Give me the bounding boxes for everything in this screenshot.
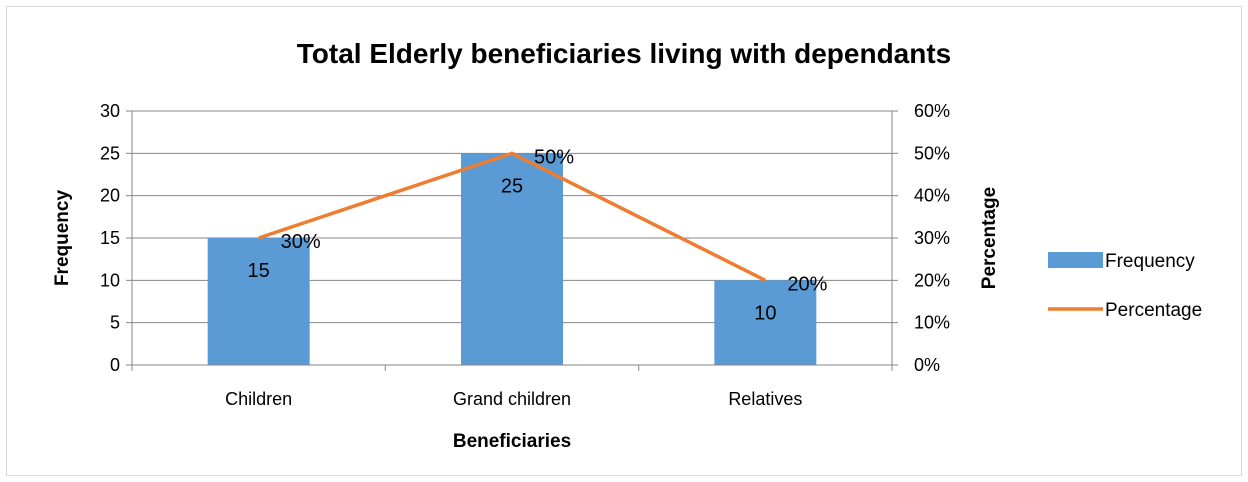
bar [714, 280, 817, 365]
axes [126, 110, 898, 371]
line-data-label: 20% [787, 273, 827, 295]
tick-labels: 0 0% 5 10% 10 20% 15 30% 20 40% 25 50% 30 60% Children… [100, 101, 950, 409]
y-tick-label: 10 [100, 270, 120, 290]
x-axis-title: Beneficiaries [453, 431, 571, 452]
line-data-label: 50% [534, 146, 574, 168]
line-series [258, 151, 767, 282]
x-tick-label: Children [225, 389, 292, 409]
y-tick-label: 30 [100, 101, 120, 121]
chart-title: Total Elderly beneficiaries living with … [296, 38, 952, 69]
y2-tick-label: 40% [914, 186, 950, 206]
bar-data-label: 10 [754, 302, 776, 324]
bar-data-label: 25 [501, 175, 523, 197]
bar [207, 238, 310, 365]
y2-axis-title: Percentage [979, 187, 1000, 289]
data-labels: 15 30% 25 50% 10 20% [248, 146, 828, 324]
y2-tick-label: 20% [914, 270, 950, 290]
y2-tick-label: 50% [914, 143, 950, 163]
y-tick-label: 5 [110, 313, 120, 333]
legend: Frequency Percentage [1048, 251, 1202, 321]
y-tick-label: 0 [110, 355, 120, 375]
y2-tick-label: 10% [914, 313, 950, 333]
x-tick-label: Relatives [728, 389, 802, 409]
y2-tick-label: 60% [914, 101, 950, 121]
y2-tick-label: 0% [914, 355, 940, 375]
y-tick-label: 15 [100, 228, 120, 248]
chart-frame [6, 6, 1242, 476]
y2-tick-label: 30% [914, 228, 950, 248]
x-tick-label: Grand children [453, 389, 571, 409]
legend-label-percentage: Percentage [1105, 300, 1202, 321]
line-data-label: 30% [281, 231, 321, 253]
bar [461, 153, 563, 365]
legend-label-frequency: Frequency [1105, 251, 1195, 272]
y-tick-label: 25 [100, 143, 120, 163]
bar-series [207, 153, 817, 365]
y-tick-label: 20 [100, 186, 120, 206]
y-axis-title: Frequency [52, 190, 73, 287]
legend-swatch-frequency [1048, 252, 1103, 268]
bar-data-label: 15 [248, 260, 270, 282]
